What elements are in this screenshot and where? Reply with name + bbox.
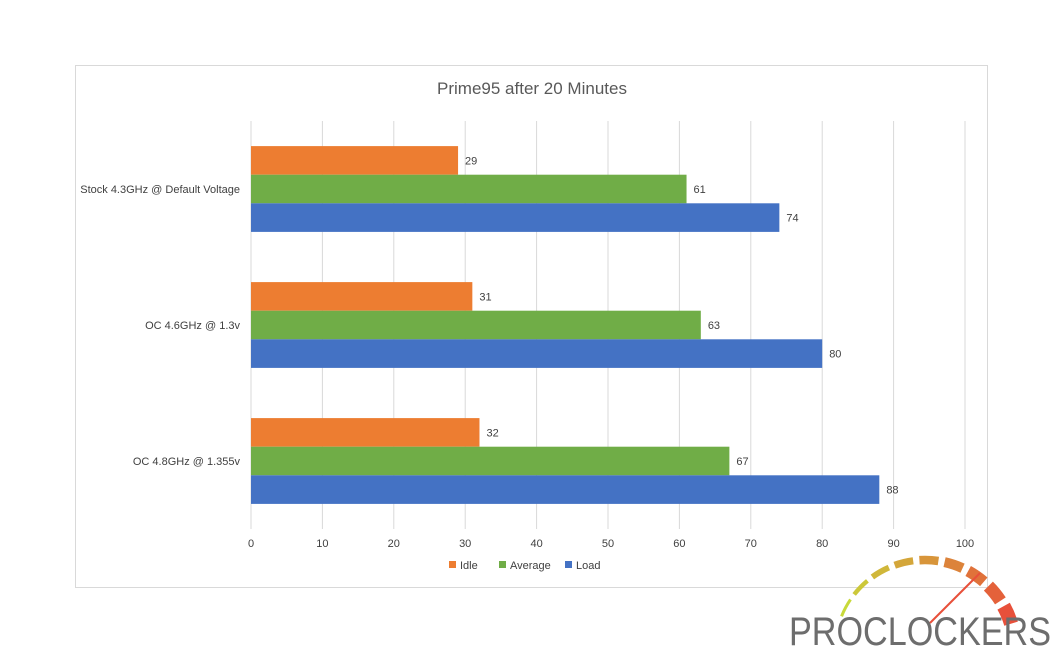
gauge-segment [893,557,914,569]
data-label: 67 [736,456,748,468]
data-label: 32 [486,427,498,439]
category-label: OC 4.6GHz @ 1.3v [145,320,240,332]
bar-load [251,475,880,504]
data-label: 63 [708,320,720,332]
bar-idle [251,282,473,311]
x-tick-label: 90 [887,538,899,550]
data-label: 88 [886,485,898,497]
gauge-segment [870,564,891,580]
x-tick-label: 30 [459,538,471,550]
x-tick-label: 50 [602,538,614,550]
bars [251,146,880,504]
legend-swatch [449,561,456,568]
gauge-needle [929,572,981,624]
x-tick-label: 0 [248,538,254,550]
bar-load [251,203,780,232]
gauge-segment [943,557,965,573]
x-tick-label: 20 [388,538,400,550]
x-tick-label: 40 [530,538,542,550]
legend: Idle Average Load [449,560,600,572]
legend-label: Load [576,560,600,572]
data-label: 29 [465,155,477,167]
data-label: 74 [786,213,798,225]
x-tick-label: 60 [673,538,685,550]
legend-swatch [565,561,572,568]
gauge-segment [983,581,1006,605]
gauge-icon [840,555,1018,626]
gauge-segment [852,579,869,596]
gauge-segment [919,555,940,566]
x-tick-label: 10 [316,538,328,550]
bar-average [251,446,730,476]
x-tick-label: 80 [816,538,828,550]
bar-chart: Prime95 after 20 Minutes 0 10 20 30 40 50 60 70… [80,79,974,572]
chart-title: Prime95 after 20 Minutes [437,79,627,98]
gauge-segment [840,598,852,617]
x-tick-label: 100 [956,538,974,550]
bar-average [251,174,687,204]
bar-idle [251,146,459,175]
chart-area: Prime95 after 20 Minutes 0 10 20 30 40 50 60 70… [75,65,988,588]
category-label: Stock 4.3GHz @ Default Voltage [80,184,240,196]
data-label: 31 [479,291,491,303]
legend-label: Average [510,560,551,572]
bar-idle [251,418,480,447]
legend-swatch [499,561,506,568]
x-tick-label: 70 [745,538,757,550]
bar-average [251,310,701,340]
legend-label: Idle [460,560,478,572]
category-label: OC 4.8GHz @ 1.355v [133,456,241,468]
proclockers-logo: PROCLOCKERS [789,555,1051,650]
gauge-segment [997,602,1018,626]
data-label: 61 [694,184,706,196]
logo-text: PROCLOCKERS [789,610,1051,650]
labels: 0 10 20 30 40 50 60 70 80 90 100 Stock 4.3GHz @ Def… [80,155,974,550]
bar-load [251,339,823,368]
data-label: 80 [829,349,841,361]
